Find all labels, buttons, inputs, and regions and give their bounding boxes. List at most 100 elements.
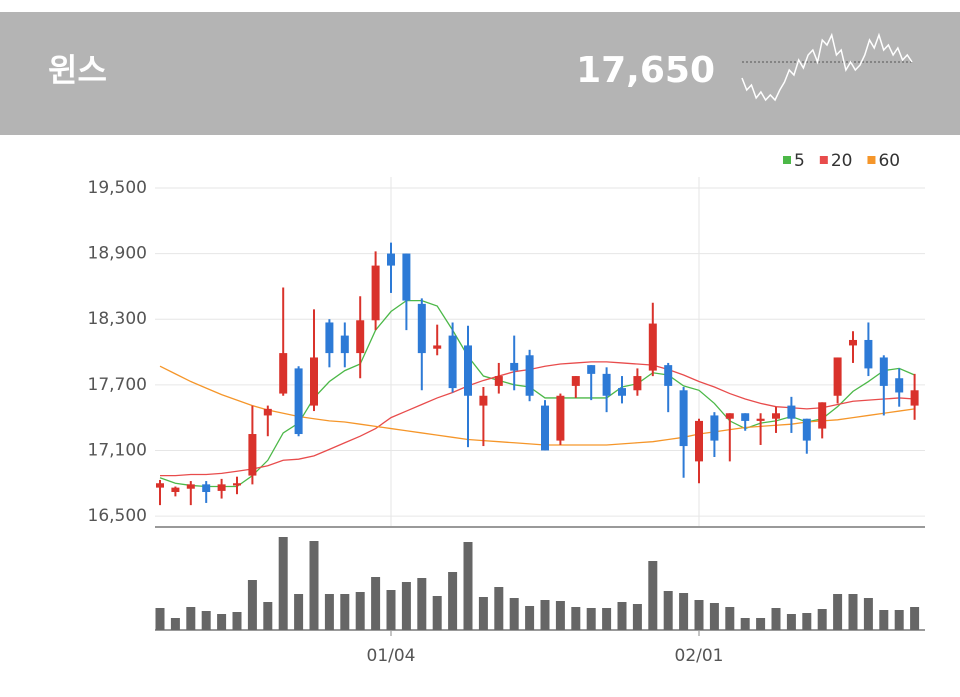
candle-body (895, 378, 904, 393)
candle-body (248, 434, 257, 476)
candle-body (633, 376, 642, 391)
y-tick-label: 18,900 (88, 244, 147, 264)
candle-body (556, 395, 565, 441)
candle-body (787, 405, 796, 419)
candle-body (756, 418, 765, 421)
legend-label: 60 (878, 151, 900, 171)
candle-body (279, 353, 288, 394)
volume-bar (494, 587, 504, 630)
candle-body (494, 376, 503, 386)
volume-bar (371, 577, 381, 630)
y-tick-label: 19,500 (88, 178, 147, 198)
volume-bar (340, 594, 350, 630)
candle-body (417, 303, 426, 354)
candle-body (371, 265, 380, 321)
volume-bar (833, 594, 843, 630)
candle-body (818, 402, 827, 429)
legend-swatch (867, 156, 876, 164)
candle-body (910, 390, 919, 406)
volume-bar (771, 608, 781, 630)
volume-bar (401, 582, 411, 630)
candle-body (587, 365, 596, 374)
candle-body (294, 368, 303, 435)
volume-bar (201, 611, 211, 630)
volume-bar (817, 609, 827, 630)
volume-bar (910, 607, 920, 630)
legend: 5 20 60 (783, 151, 900, 171)
volume-bar (694, 600, 704, 630)
candle-body (217, 484, 226, 491)
sparkline (741, 32, 913, 102)
candle-body (464, 345, 472, 396)
volume-bar (802, 613, 812, 630)
candle-body (802, 418, 811, 441)
candle-body (202, 484, 211, 492)
candle-body (156, 483, 164, 488)
volume-bar (879, 610, 889, 630)
candle-body (233, 483, 241, 486)
candle-body (648, 323, 657, 371)
volume-bar (278, 537, 288, 630)
volume-bar (432, 596, 442, 630)
volume-bar (740, 618, 750, 630)
candle-body (448, 335, 457, 389)
volume-bar (894, 610, 904, 630)
candle-body (402, 253, 411, 301)
candle-body (433, 345, 442, 349)
candle-body (664, 365, 673, 386)
candle-body (340, 335, 349, 354)
volume-bar (525, 606, 535, 630)
volume-bar (632, 604, 642, 630)
candle-body (479, 395, 488, 406)
candle-body (356, 320, 365, 354)
volume-bar (417, 578, 427, 630)
x-tick-label: 01/04 (367, 646, 416, 666)
volume-bar (217, 614, 227, 630)
candle-body (186, 484, 195, 489)
candle-body (833, 357, 842, 396)
y-tick-label: 17,700 (88, 375, 147, 395)
candle-body (772, 413, 780, 419)
volume-bar (386, 590, 396, 630)
volume-bar (786, 614, 796, 630)
candle-body (571, 376, 580, 386)
volume-bar (232, 612, 242, 630)
volume-bar (571, 607, 581, 630)
candle-body (679, 390, 688, 447)
legend-swatch (819, 156, 828, 164)
volume-bar (309, 541, 319, 630)
volume-bar (679, 593, 689, 630)
candle-body (171, 487, 180, 492)
candle-body (725, 413, 734, 419)
volume-bar (756, 618, 766, 630)
candle-body (602, 373, 611, 396)
y-tick-label: 18,300 (88, 309, 147, 329)
candle-body (387, 253, 395, 266)
y-tick-label: 17,100 (88, 440, 147, 460)
candle-body (710, 415, 719, 441)
header-bar (0, 12, 960, 135)
volume-bar (294, 594, 304, 630)
candle-body (541, 405, 549, 451)
volume-bar (186, 607, 196, 630)
volume-bar (848, 594, 858, 630)
candle-body (864, 339, 873, 369)
candle-body (325, 322, 334, 354)
x-tick-label: 02/01 (675, 646, 724, 666)
candle-body (879, 357, 888, 386)
volume-bar (555, 601, 565, 630)
ma-line (159, 299, 915, 488)
volume-bar (263, 602, 273, 630)
ma-line (160, 361, 915, 477)
volume-bar (247, 580, 257, 630)
volume-bar (170, 618, 180, 630)
volume-bar (648, 561, 658, 630)
volume-bar (725, 607, 735, 630)
volume-bar (617, 602, 627, 630)
volume-bar (463, 542, 473, 630)
candle-body (310, 357, 318, 406)
ma-line (159, 365, 915, 446)
volume-bar (478, 597, 488, 630)
